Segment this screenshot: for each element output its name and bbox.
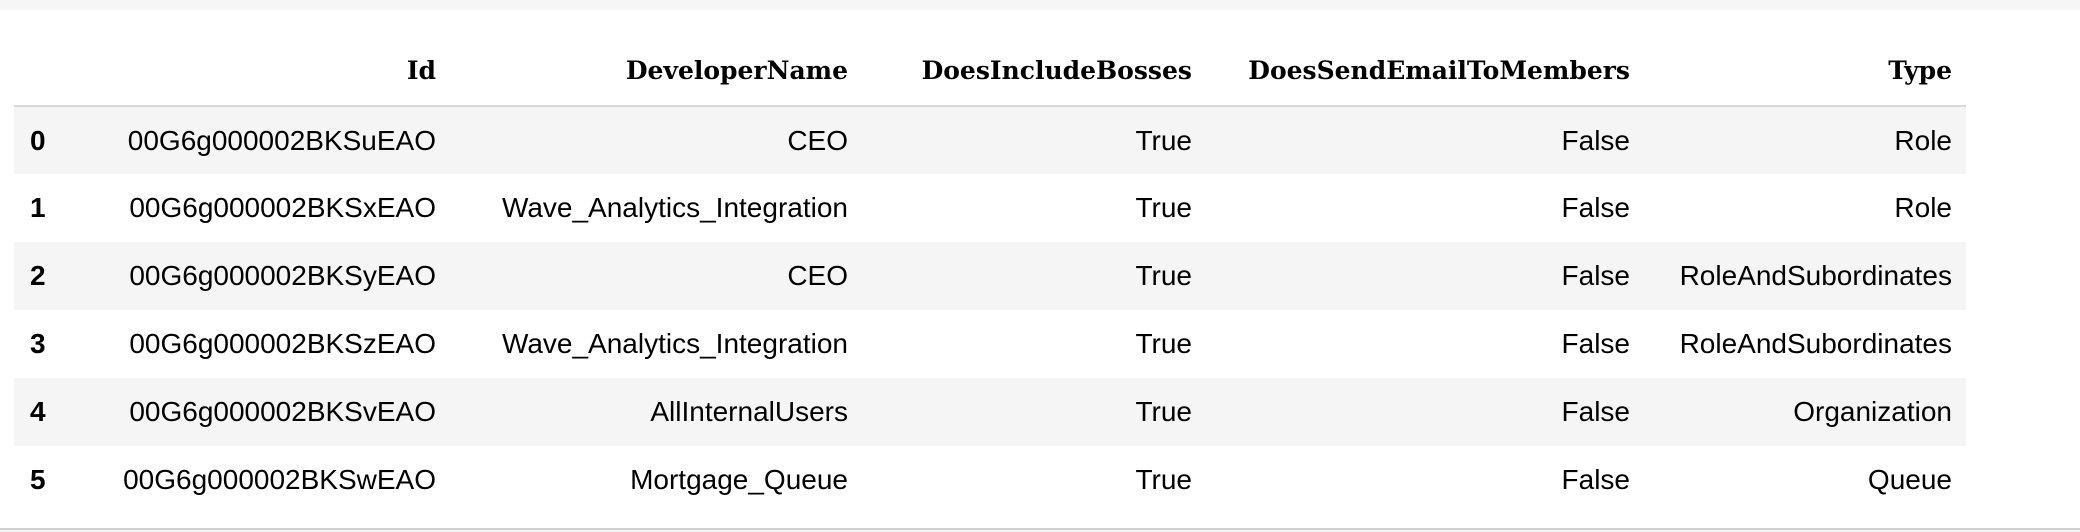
cell-id: 00G6g000002BKSvEAO xyxy=(129,396,436,427)
cell-type: Organization xyxy=(1793,396,1952,427)
table-row: 1 00G6g000002BKSxEAO Wave_Analytics_Inte… xyxy=(14,174,1966,242)
column-header-developername: DeveloperName xyxy=(450,35,862,107)
table-header: Id DeveloperName DoesIncludeBosses DoesS… xyxy=(14,35,1966,107)
table-row: 3 00G6g000002BKSzEAO Wave_Analytics_Inte… xyxy=(14,310,1966,378)
cell-doessendemailtomembers: False xyxy=(1561,464,1630,495)
cell-id: 00G6g000002BKSzEAO xyxy=(129,328,436,359)
dataframe-table: Id DeveloperName DoesIncludeBosses DoesS… xyxy=(14,35,1966,514)
cell-doesincludebosses: True xyxy=(1135,328,1192,359)
cell-id: 00G6g000002BKSyEAO xyxy=(129,260,436,291)
cell-id: 00G6g000002BKSxEAO xyxy=(129,192,436,223)
cell-doesincludebosses: True xyxy=(1135,396,1192,427)
cell-id: 00G6g000002BKSwEAO xyxy=(123,464,436,495)
column-header-type: Type xyxy=(1644,35,1966,107)
cell-type: RoleAndSubordinates xyxy=(1679,328,1952,359)
cell-doesincludebosses: True xyxy=(1135,260,1192,291)
cell-developername: Wave_Analytics_Integration xyxy=(501,192,848,223)
cell-developername: AllInternalUsers xyxy=(650,396,848,427)
row-index: 0 xyxy=(30,124,46,156)
row-index: 2 xyxy=(30,260,46,291)
cell-id: 00G6g000002BKSuEAO xyxy=(127,124,436,156)
cell-developername: CEO xyxy=(787,124,848,156)
cell-doessendemailtomembers: False xyxy=(1561,124,1630,156)
row-index: 3 xyxy=(30,328,46,359)
cell-type: Role xyxy=(1894,192,1952,223)
table-row: 0 00G6g000002BKSuEAO CEO True False Role xyxy=(14,106,1966,174)
cell-doesincludebosses: True xyxy=(1135,124,1192,156)
index-column-header xyxy=(14,35,66,107)
row-index: 1 xyxy=(30,192,46,223)
cell-developername: Wave_Analytics_Integration xyxy=(501,328,848,359)
notebook-output-area: Id DeveloperName DoesIncludeBosses DoesS… xyxy=(0,10,2080,530)
cell-doessendemailtomembers: False xyxy=(1561,396,1630,427)
column-header-doesincludebosses: DoesIncludeBosses xyxy=(862,35,1206,107)
cell-type: RoleAndSubordinates xyxy=(1679,260,1952,291)
cell-doessendemailtomembers: False xyxy=(1561,260,1630,291)
cell-type: Role xyxy=(1894,124,1952,156)
cell-developername: Mortgage_Queue xyxy=(630,464,848,495)
table-row: 5 00G6g000002BKSwEAO Mortgage_Queue True… xyxy=(14,446,1966,514)
cell-doessendemailtomembers: False xyxy=(1561,192,1630,223)
table-row: 2 00G6g000002BKSyEAO CEO True False Role… xyxy=(14,242,1966,310)
row-index: 5 xyxy=(30,464,46,495)
cell-doesincludebosses: True xyxy=(1135,192,1192,223)
cell-type: Queue xyxy=(1867,464,1952,495)
row-index: 4 xyxy=(30,396,46,427)
table-row: 4 00G6g000002BKSvEAO AllInternalUsers Tr… xyxy=(14,378,1966,446)
table-body: 0 00G6g000002BKSuEAO CEO True False Role… xyxy=(14,106,1966,514)
cell-developername: CEO xyxy=(787,260,848,291)
cell-doesincludebosses: True xyxy=(1135,464,1192,495)
header-row: Id DeveloperName DoesIncludeBosses DoesS… xyxy=(14,35,1966,107)
column-header-id: Id xyxy=(66,35,450,107)
column-header-doessendemailtomembers: DoesSendEmailToMembers xyxy=(1206,35,1644,107)
cell-doessendemailtomembers: False xyxy=(1561,328,1630,359)
